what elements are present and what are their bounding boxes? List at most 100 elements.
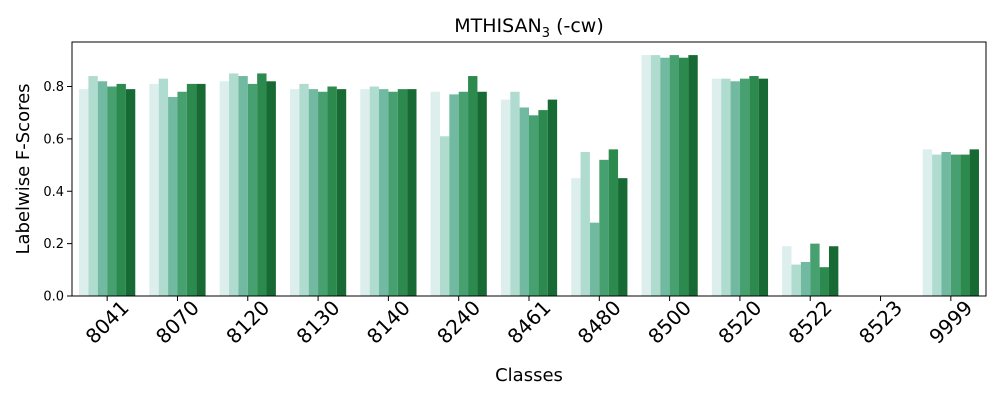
bar-8070-0 [149,83,159,296]
bar-8140-5 [407,89,417,296]
bar-8070-3 [177,91,187,296]
bar-8041-2 [97,81,108,296]
y-tick-label: 0.4 [43,185,64,200]
bar-8522-3 [810,243,820,296]
chart-title-main: MTHISAN [454,15,542,37]
x-tick-label-8523: 8523 [854,296,907,349]
bar-8120-1 [229,73,239,296]
bar-8461-3 [529,115,539,297]
x-tick-label-8522: 8522 [784,296,837,349]
bar-9999-0 [922,149,933,296]
x-tick-label-8140: 8140 [362,296,415,349]
bar-8500-3 [669,55,679,296]
bar-8520-4 [749,76,759,297]
x-axis-title: Classes [495,365,563,386]
chart-title-subscript: 3 [542,26,550,41]
bar-8461-2 [519,107,529,296]
bar-8480-2 [589,222,600,296]
y-tick-label: 0.6 [43,132,64,147]
bar-8520-5 [758,78,769,296]
bar-8140-4 [397,89,408,296]
bar-8120-0 [219,81,230,296]
bar-8140-3 [388,91,398,296]
x-axis: 8041 8070 8120 8130 8140 8240 8461 8480 8500 8520… [81,296,978,349]
bar-8140-1 [369,86,380,296]
bar-8041-4 [116,83,126,296]
bar-8461-0 [500,99,511,296]
bar-9999-3 [950,154,961,296]
bar-8480-1 [580,151,590,296]
bar-8070-2 [168,96,178,297]
bar-8500-4 [678,57,689,297]
bar-8522-0 [782,246,792,296]
bar-8500-0 [641,55,651,296]
bar-8520-0 [711,78,722,296]
x-tick-label-9999: 9999 [924,296,977,349]
bar-8130-1 [299,83,309,296]
y-tick-label: 0.2 [43,237,64,252]
bar-8480-5 [618,178,628,296]
bar-8520-3 [739,78,750,296]
bar-8480-3 [599,159,609,296]
bar-8480-0 [571,178,581,296]
bar-8130-0 [289,89,300,296]
bar-9999-4 [960,154,970,296]
bar-9999-2 [941,151,951,296]
x-tick-label-8041: 8041 [81,296,134,349]
bar-8070-4 [186,83,197,296]
x-tick-label-8120: 8120 [221,296,274,349]
bar-8070-5 [196,83,206,296]
bar-8240-0 [430,91,440,296]
bar-8480-4 [608,149,619,296]
x-tick-label-8130: 8130 [292,296,345,349]
bar-8041-3 [107,86,117,296]
bar-8120-5 [266,81,276,296]
bar-8130-5 [336,89,347,296]
y-tick-label: 0.8 [43,80,64,95]
bar-8461-5 [547,99,558,296]
x-tick-label-8520: 8520 [713,296,766,349]
x-tick-label-8240: 8240 [432,296,485,349]
bar-9999-5 [969,149,979,296]
bar-8070-1 [158,78,169,296]
x-tick-label-8070: 8070 [151,296,204,349]
bar-8500-2 [660,57,670,297]
bar-8461-4 [538,110,548,296]
y-tick-label: 0.0 [43,290,64,305]
bar-8520-1 [721,78,731,296]
bar-8240-3 [458,91,469,296]
bar-8522-4 [819,267,829,296]
bar-8240-4 [468,76,478,297]
chart-title-suffix: (-cw) [550,15,604,37]
bar-8041-1 [88,76,98,297]
bar-8140-2 [379,89,389,296]
bar-8520-2 [730,81,740,296]
bar-8140-0 [360,89,370,296]
y-axis-title: Labelwise F-Scores [13,83,34,254]
bar-8500-5 [688,55,698,296]
bars-group [79,55,979,297]
y-axis: 0.0 0.2 0.4 0.6 0.8 [43,80,72,305]
bar-8120-2 [238,76,248,297]
bar-8120-3 [247,83,258,296]
bar-8130-3 [318,91,328,296]
bar-8240-2 [449,94,459,297]
bar-8522-5 [828,246,839,296]
chart-title: MTHISAN3 (-cw) [454,15,604,41]
bar-8522-1 [791,264,801,296]
bar-8240-1 [439,136,450,296]
x-tick-label-8480: 8480 [573,296,626,349]
x-tick-label-8500: 8500 [643,296,696,349]
bar-8461-1 [510,91,520,296]
x-tick-label-8461: 8461 [503,296,556,349]
bar-8500-1 [650,55,661,296]
bar-8522-2 [800,261,811,296]
bar-8041-5 [125,89,136,296]
bar-9999-1 [932,154,942,296]
bar-8130-2 [308,89,319,296]
bar-8120-4 [257,73,267,296]
bar-8041-0 [79,89,89,296]
bar-8130-4 [327,86,337,296]
bar-8240-5 [477,91,487,296]
